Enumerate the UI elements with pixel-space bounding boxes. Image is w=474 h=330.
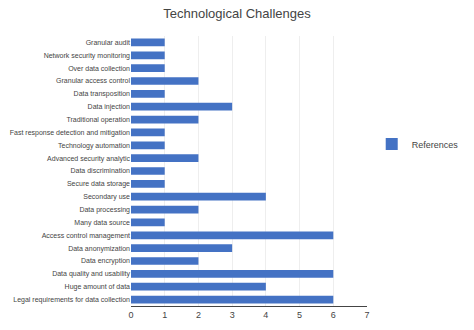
svg-text:Data quality and usability: Data quality and usability <box>52 270 130 278</box>
svg-text:Traditional operation: Traditional operation <box>66 116 130 124</box>
svg-text:1: 1 <box>162 310 167 320</box>
svg-text:Network security monitoring: Network security monitoring <box>44 52 130 60</box>
svg-text:Fast response detection and mi: Fast response detection and mitigation <box>10 129 130 137</box>
svg-text:0: 0 <box>128 310 133 320</box>
svg-text:Huge amount of data: Huge amount of data <box>65 283 130 291</box>
svg-text:7: 7 <box>364 310 369 320</box>
svg-text:4: 4 <box>263 310 268 320</box>
svg-text:6: 6 <box>331 310 336 320</box>
svg-text:Data discrimination: Data discrimination <box>70 167 130 174</box>
svg-text:Data injection: Data injection <box>88 103 131 111</box>
svg-text:References: References <box>412 140 459 150</box>
svg-text:Technology automation: Technology automation <box>58 142 130 150</box>
svg-text:Granular access control: Granular access control <box>56 77 130 84</box>
svg-text:5: 5 <box>297 310 302 320</box>
svg-text:Data encryption: Data encryption <box>81 257 130 265</box>
svg-text:3: 3 <box>230 310 235 320</box>
svg-text:Data processing: Data processing <box>79 206 130 214</box>
svg-text:Data transposition: Data transposition <box>74 90 131 98</box>
svg-text:Legal requirements for data co: Legal requirements for data collection <box>13 296 130 304</box>
svg-text:Access control management: Access control management <box>42 232 130 240</box>
svg-text:Over data collection: Over data collection <box>68 65 130 72</box>
svg-text:Advanced security analytic: Advanced security analytic <box>47 155 130 163</box>
svg-text:Secondary use: Secondary use <box>83 193 130 201</box>
svg-text:Secure data storage: Secure data storage <box>67 180 130 188</box>
svg-text:Data anonymization: Data anonymization <box>68 245 130 253</box>
svg-text:Granular audit: Granular audit <box>86 39 130 46</box>
svg-text:2: 2 <box>196 310 201 320</box>
svg-text:Many data source: Many data source <box>74 219 130 227</box>
svg-text:Technological Challenges: Technological Challenges <box>163 6 311 21</box>
